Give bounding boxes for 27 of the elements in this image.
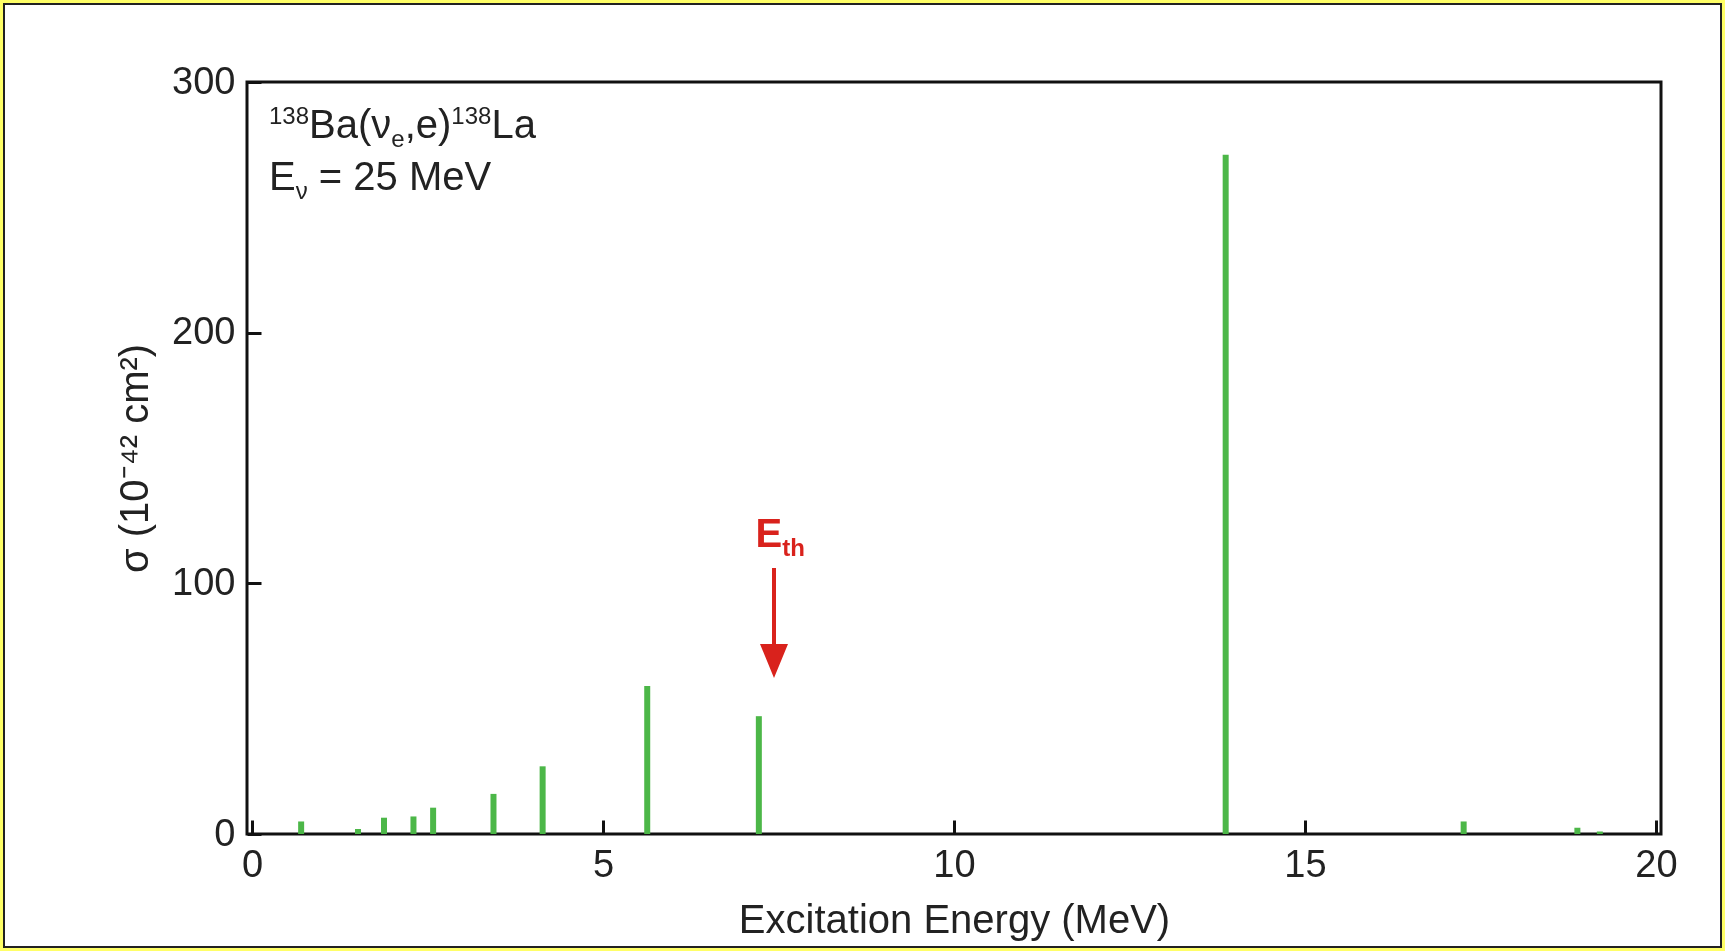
x-tick-label: 15 [1284, 842, 1327, 885]
bar [1596, 831, 1603, 834]
x-tick-label: 20 [1635, 842, 1678, 885]
bar [1574, 827, 1581, 834]
y-tick-label: 0 [214, 811, 236, 854]
x-axis-title: Excitation Energy (MeV) [738, 896, 1171, 941]
bar [355, 828, 361, 834]
bar [430, 807, 437, 834]
y-tick-label: 100 [172, 560, 236, 603]
annotation: $^{138}$Ba(ν$_{e}$,e)$^{138}$La [269, 102, 536, 153]
bar [380, 817, 387, 834]
bar [298, 821, 305, 834]
bar [490, 793, 497, 834]
y-axis-title: σ (10⁻⁴² cm²) [112, 343, 157, 574]
x-tick-label: 10 [933, 842, 976, 885]
bar [410, 816, 417, 834]
y-tick-label: 300 [172, 59, 236, 102]
annotation: E$_{th}$ [755, 511, 805, 562]
bar [755, 716, 762, 834]
bar [644, 686, 651, 834]
y-tick-label: 200 [172, 310, 236, 353]
bar [1460, 821, 1467, 834]
x-tick-label: 5 [592, 842, 615, 885]
annotation: E$_{ν}$ = 25 MeV [269, 154, 492, 204]
x-tick-label: 0 [241, 842, 264, 885]
bar [539, 766, 546, 834]
bar [1222, 154, 1229, 834]
